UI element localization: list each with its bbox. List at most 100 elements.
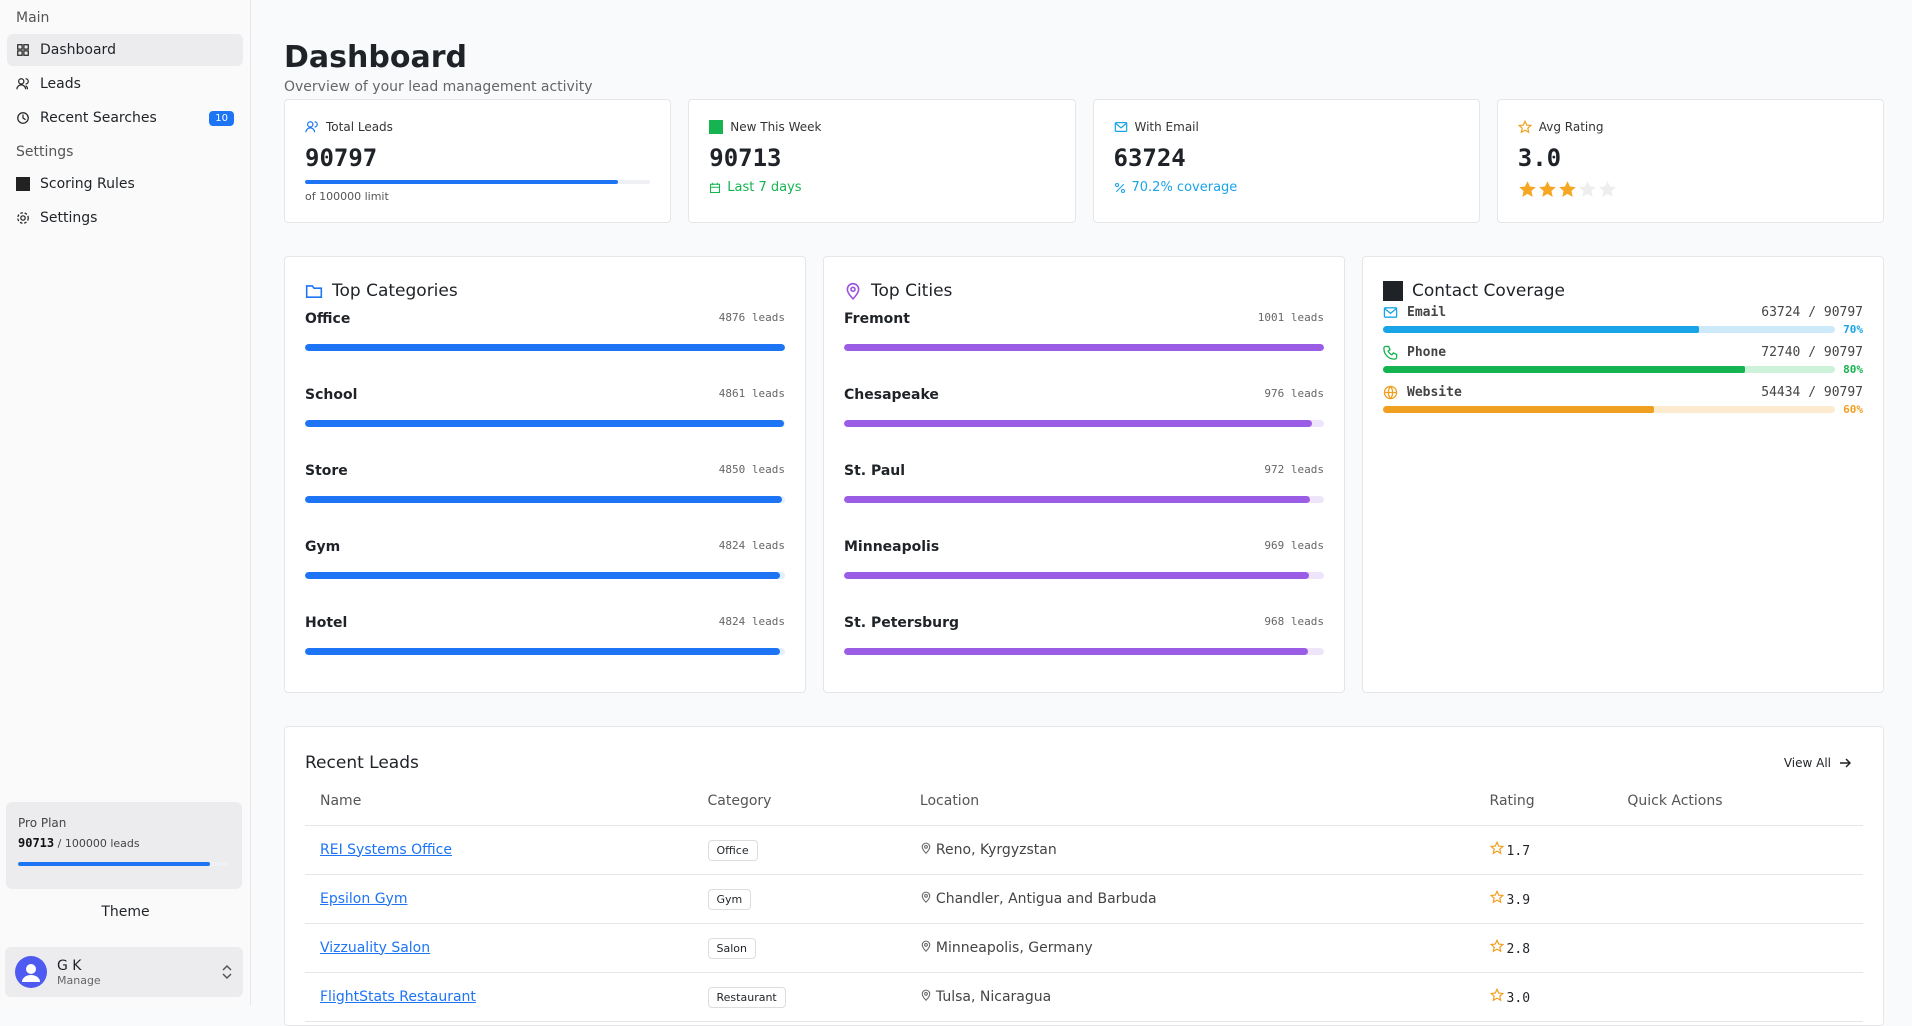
rating-cell: 3.9 bbox=[1474, 874, 1613, 924]
stat-icon bbox=[305, 120, 319, 134]
icon bbox=[1517, 120, 1532, 134]
bar-head: School 4861 leads bbox=[305, 387, 785, 403]
lead-link[interactable]: REI Systems Office bbox=[320, 841, 452, 858]
coverage-track bbox=[1383, 326, 1836, 333]
bar-count: 4824 leads bbox=[718, 615, 785, 628]
nav-label: Settings bbox=[40, 210, 98, 226]
star bbox=[1538, 181, 1556, 197]
location-cell: Chandler, Antigua and Barbuda bbox=[904, 874, 1475, 924]
user-menu[interactable]: G K Manage bbox=[5, 947, 243, 997]
view-all[interactable]: View All bbox=[1784, 756, 1851, 770]
coverage-fill bbox=[1383, 366, 1745, 373]
coverage-percent: 80% bbox=[1843, 363, 1863, 376]
sidebar: Main Dashboard Leads Recent Searches 10 Setti… bbox=[0, 0, 251, 1005]
bar-fill bbox=[305, 572, 780, 579]
nav-icon bbox=[16, 177, 30, 191]
star bbox=[1578, 181, 1596, 197]
star-icon bbox=[1489, 987, 1504, 1002]
coverage-fill bbox=[1383, 406, 1655, 413]
coverage-name: Website bbox=[1383, 385, 1462, 400]
coverage-label: Phone bbox=[1407, 345, 1447, 360]
lead-link[interactable]: FlightStats Restaurant bbox=[320, 988, 476, 1005]
stat-icon bbox=[1114, 120, 1128, 134]
actions-cell bbox=[1612, 923, 1863, 973]
coverage-track bbox=[1383, 366, 1836, 373]
pin-icon bbox=[920, 989, 932, 1001]
lead-link[interactable]: Vizzuality Salon bbox=[320, 939, 431, 956]
bar-name: Minneapolis bbox=[844, 539, 940, 555]
bar-fill bbox=[844, 572, 1309, 579]
icon bbox=[17, 112, 29, 124]
lead-row: Vizzuality Salon Salon Minneapolis, German… bbox=[305, 923, 1863, 973]
icon bbox=[305, 285, 323, 298]
stat-value: 3.0 bbox=[1517, 144, 1562, 172]
stat-label: Total Leads bbox=[305, 120, 650, 134]
nav-item[interactable]: Recent Searches 10 bbox=[7, 102, 243, 134]
icon bbox=[846, 282, 860, 300]
nav-item[interactable]: Scoring Rules bbox=[7, 168, 243, 200]
coverage-line: 60% bbox=[1383, 403, 1863, 416]
lead-row: Epsilon Gym Gym Chandler, Antigua and Barb… bbox=[305, 874, 1863, 924]
main: Dashboard Overview of your lead manageme… bbox=[284, 0, 1884, 1026]
bar-row: School 4861 leads bbox=[305, 387, 785, 463]
contact-coverage: Contact Coverage Email 63724 / 90797 70% Pho… bbox=[1362, 256, 1884, 693]
column-header: Name bbox=[305, 777, 693, 826]
theme-toggle[interactable]: Theme bbox=[101, 904, 150, 920]
coverage-label: Email bbox=[1407, 305, 1447, 320]
view-all-label: View All bbox=[1783, 756, 1831, 770]
bar-track bbox=[844, 648, 1324, 655]
icon bbox=[710, 182, 721, 193]
stat-label-text: Total Leads bbox=[326, 120, 393, 134]
coverage-head: Website 54434 / 90797 bbox=[1383, 385, 1863, 400]
panel-title: Top Cities bbox=[844, 281, 1324, 301]
column-header: Category bbox=[692, 777, 905, 826]
nav-item[interactable]: Settings bbox=[7, 202, 243, 234]
top-categories: Top Categories Office 4876 leads School 4861… bbox=[284, 256, 806, 693]
coverage-count: 72740 / 90797 bbox=[1761, 345, 1863, 360]
bar-count: 1001 leads bbox=[1257, 311, 1324, 324]
icon bbox=[1114, 122, 1127, 132]
lead-row: FlightStats Restaurant Restaurant Tulsa, N… bbox=[305, 972, 1863, 1022]
bar-track bbox=[844, 496, 1324, 503]
stat-value: 90797 bbox=[305, 144, 378, 172]
stat-card: New This Week 90713 Last 7 days bbox=[688, 99, 1076, 223]
bar-head: Store 4850 leads bbox=[305, 463, 785, 479]
icon bbox=[1383, 281, 1403, 301]
bar-fill bbox=[305, 420, 784, 427]
icon bbox=[1383, 345, 1398, 360]
icon bbox=[16, 78, 29, 90]
bar-name: School bbox=[305, 387, 358, 403]
bar-fill bbox=[844, 420, 1312, 427]
coverage-percent: 70% bbox=[1843, 323, 1863, 336]
table-body: REI Systems Office Office Reno, Kyrgyzstan… bbox=[305, 825, 1863, 1022]
location-cell: Minneapolis, Germany bbox=[904, 923, 1475, 973]
section-title: Settings bbox=[16, 144, 74, 160]
bar-head: Gym 4824 leads bbox=[305, 539, 785, 555]
nav-item[interactable]: Leads bbox=[7, 68, 243, 100]
nav-label: Dashboard bbox=[40, 42, 116, 58]
coverage-icon bbox=[1383, 345, 1398, 360]
coverage-fill bbox=[1383, 326, 1700, 333]
avatar bbox=[15, 956, 47, 988]
bar-head: Hotel 4824 leads bbox=[305, 615, 785, 631]
panel-icon bbox=[305, 282, 323, 300]
category-tag: Office bbox=[707, 839, 758, 861]
stat-label-text: Avg Rating bbox=[1538, 120, 1604, 134]
rating-cell: 3.0 bbox=[1474, 972, 1613, 1022]
note-icon bbox=[1114, 182, 1126, 194]
location-text: Chandler, Antigua and Barbuda bbox=[935, 890, 1157, 907]
bar-count: 4876 leads bbox=[718, 311, 785, 324]
stat-note: Last 7 days bbox=[709, 180, 1054, 195]
name-cell: Vizzuality Salon bbox=[305, 923, 693, 973]
panel-icon bbox=[1383, 281, 1403, 301]
bar-track bbox=[305, 648, 785, 655]
panel-title: Contact Coverage bbox=[1383, 281, 1863, 301]
lead-link[interactable]: Epsilon Gym bbox=[320, 890, 408, 907]
panels: Top Categories Office 4876 leads School 4861… bbox=[284, 256, 1884, 693]
coverage-name: Phone bbox=[1383, 345, 1446, 360]
icon bbox=[17, 212, 29, 224]
nav-item[interactable]: Dashboard bbox=[7, 34, 243, 66]
bar-count: 4850 leads bbox=[718, 463, 785, 476]
